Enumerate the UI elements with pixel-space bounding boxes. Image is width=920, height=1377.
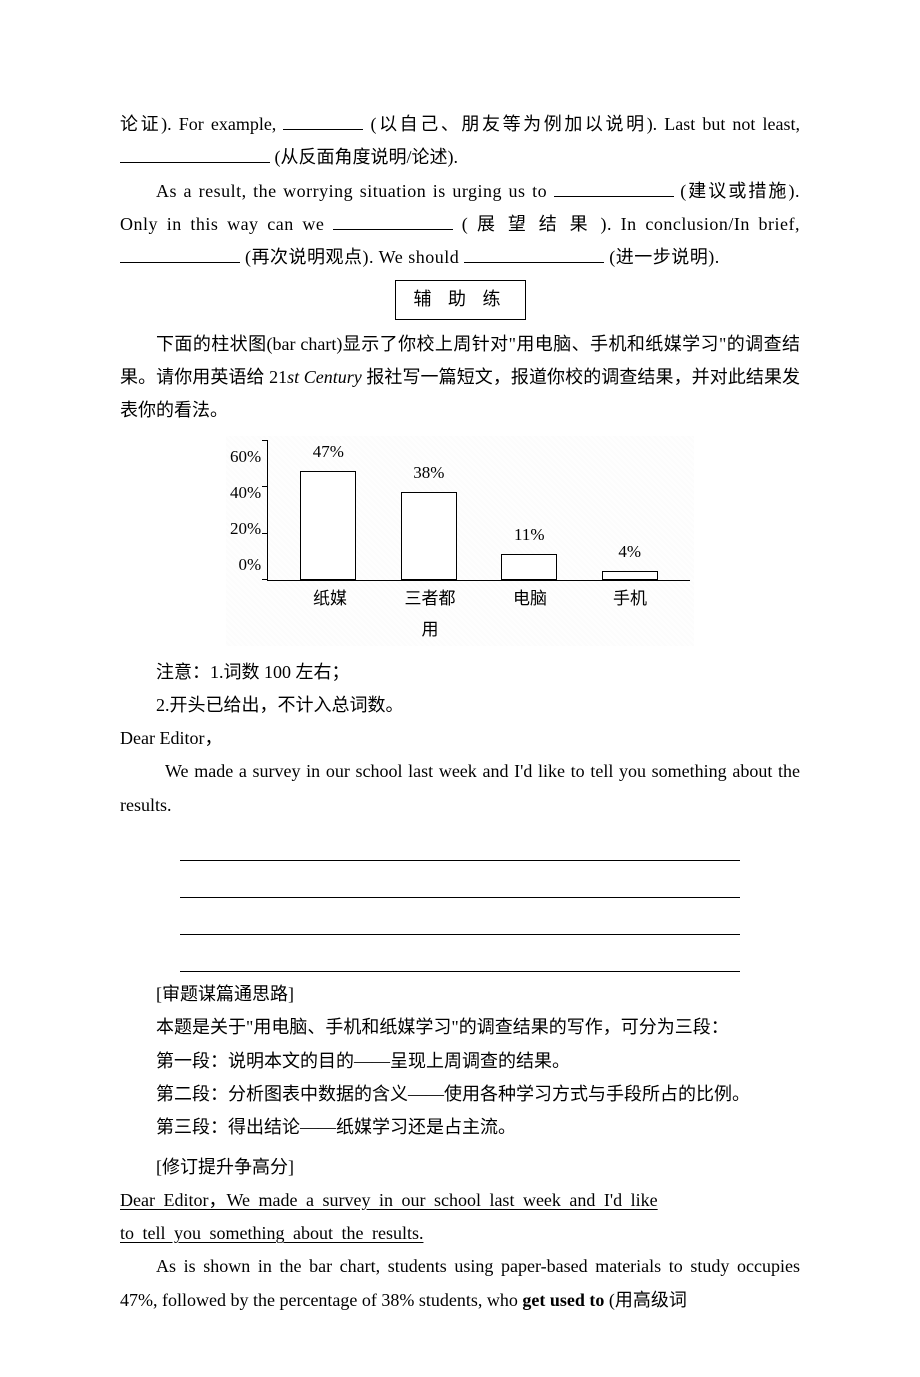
- bar-chart: 60% 40% 20% 0% 47% 38% 11%: [226, 436, 694, 646]
- text-run: (从反面角度说明/论述).: [270, 147, 458, 167]
- paragraph-2: As a result, the worrying situation is u…: [120, 175, 800, 275]
- fill-blank: [464, 246, 604, 263]
- y-tick-label: 0%: [239, 549, 262, 580]
- text-run: (用高级词: [604, 1290, 687, 1310]
- x-tick-label: 三者都用: [400, 583, 460, 646]
- note-2: 2.开头已给出，不计入总词数。: [120, 689, 800, 722]
- fill-blank: [333, 213, 453, 230]
- spacer: [120, 822, 800, 830]
- y-tick-label: 60%: [230, 441, 261, 472]
- fill-blank: [120, 146, 270, 163]
- revise-underlined: Dear Editor，We made a survey in our scho…: [120, 1184, 800, 1217]
- plot-area: 47% 38% 11% 4%: [267, 440, 690, 581]
- bar-group: 11%: [499, 519, 559, 579]
- text-run: ( 展 望 结 果 ). In conclusion/In brief,: [453, 214, 800, 234]
- fill-blank: [120, 246, 240, 263]
- letter-opening: We made a survey in our school last week…: [120, 755, 800, 822]
- analysis-line: 第二段：分析图表中数据的含义——使用各种学习方式与手段所占的比例。: [120, 1078, 800, 1111]
- bar-group: 38%: [399, 457, 459, 579]
- text-run: [审题谋篇通思路]: [156, 984, 294, 1004]
- intro-paragraph: 下面的柱状图(bar chart)显示了你校上周针对"用电脑、手机和纸媒学习"的…: [120, 328, 800, 428]
- bar: [401, 492, 457, 580]
- writing-line: [180, 941, 740, 972]
- helper-practice-box: 辅 助 练: [120, 280, 800, 319]
- text-run: (进一步说明).: [604, 247, 720, 267]
- letter-greeting: Dear Editor，: [120, 722, 800, 755]
- journal-name: st Century: [287, 367, 362, 387]
- revise-underlined: to tell you something about the results.: [120, 1217, 800, 1250]
- fill-blank: [283, 113, 363, 130]
- paragraph-1: 论证). For example, (以自己、朋友等为例加以说明). Last …: [120, 108, 800, 175]
- bar-group: 4%: [600, 536, 660, 579]
- helper-practice-label: 辅 助 练: [395, 280, 526, 319]
- text-run: (再次说明观点). We should: [240, 247, 464, 267]
- fill-blank: [554, 179, 674, 196]
- text-run: Dear Editor，We made a survey in our scho…: [120, 1190, 658, 1210]
- bar-value-label: 47%: [313, 436, 344, 467]
- axis-tick: [262, 579, 268, 580]
- writing-line: [180, 830, 740, 861]
- text-run: [修订提升争高分]: [156, 1157, 294, 1177]
- axis-tick: [262, 533, 268, 534]
- chart-area: 60% 40% 20% 0% 47% 38% 11%: [230, 440, 690, 581]
- bar: [501, 554, 557, 580]
- text-run: 论证). For example,: [120, 114, 283, 134]
- axis-tick: [262, 440, 268, 441]
- analysis-line: 第一段：说明本文的目的——呈现上周调查的结果。: [120, 1045, 800, 1078]
- x-tick-label: 手机: [600, 583, 660, 646]
- text-run: to tell you something about the results.: [120, 1223, 423, 1243]
- axis-tick: [262, 486, 268, 487]
- x-tick-label: 电脑: [500, 583, 560, 646]
- y-tick-label: 40%: [230, 477, 261, 508]
- writing-line: [180, 904, 740, 935]
- text-run: As a result, the worrying situation is u…: [156, 181, 554, 201]
- bar: [602, 571, 658, 580]
- analysis-heading: [审题谋篇通思路]: [120, 978, 800, 1011]
- writing-line: [180, 867, 740, 898]
- bar-value-label: 11%: [514, 519, 545, 550]
- bar-group: 47%: [298, 436, 358, 579]
- note-1: 注意：1.词数 100 左右；: [120, 656, 800, 689]
- y-tick-label: 20%: [230, 513, 261, 544]
- text-run-bold: get used to: [522, 1290, 604, 1310]
- revise-body: As is shown in the bar chart, students u…: [120, 1250, 800, 1317]
- bar-value-label: 4%: [618, 536, 641, 567]
- analysis-line: 本题是关于"用电脑、手机和纸媒学习"的调查结果的写作，可分为三段：: [120, 1011, 800, 1044]
- bar: [300, 471, 356, 580]
- x-tick-label: 纸媒: [300, 583, 360, 646]
- document-page: 论证). For example, (以自己、朋友等为例加以说明). Last …: [0, 0, 920, 1377]
- text-run: (以自己、朋友等为例加以说明). Last but not least,: [363, 114, 800, 134]
- analysis-line: 第三段：得出结论——纸媒学习还是占主流。: [120, 1111, 800, 1144]
- x-axis-labels: 纸媒 三者都用 电脑 手机: [230, 581, 690, 646]
- revise-heading: [修订提升争高分]: [120, 1151, 800, 1184]
- y-axis: 60% 40% 20% 0%: [230, 441, 267, 581]
- bar-value-label: 38%: [413, 457, 444, 488]
